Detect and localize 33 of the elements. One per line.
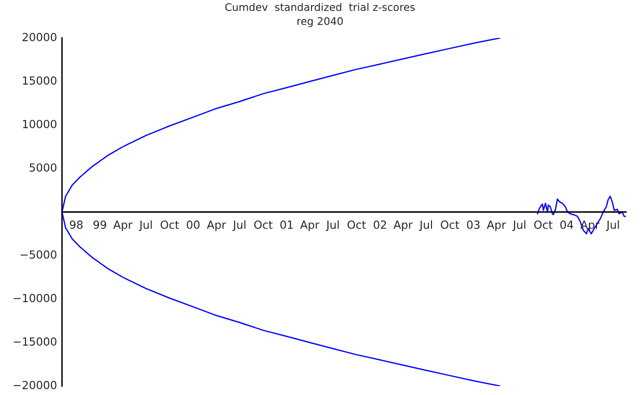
- y-tick-label: 15000: [23, 76, 56, 85]
- x-tick-label: Oct: [348, 220, 366, 229]
- x-tick-label: 98: [70, 220, 83, 229]
- y-tick-label: −5000: [20, 250, 56, 259]
- x-tick-label: 99: [93, 220, 106, 229]
- x-tick-label: Jul: [419, 220, 432, 231]
- x-tick-label: Oct: [160, 220, 179, 229]
- y-tick-label: 10000: [23, 120, 56, 128]
- x-tick-label: Apr: [394, 220, 413, 232]
- y-tick-label: 20000: [22, 32, 56, 42]
- x-tick-label: Apr: [486, 220, 506, 232]
- y-tick-label: −10000: [14, 294, 56, 302]
- x-tick-label: Oct: [440, 220, 460, 229]
- x-tick-label: 01: [280, 220, 293, 229]
- x-tick-label: Oct: [534, 220, 553, 229]
- x-tick-label: 00: [186, 220, 200, 229]
- x-tick-label: 02: [374, 220, 386, 229]
- x-tick-label: Apr: [113, 220, 132, 232]
- y-tick-label: 5000: [30, 163, 56, 172]
- x-tick-label: Jul: [606, 220, 619, 231]
- x-tick-label: Oct: [254, 220, 273, 229]
- x-tick-label: Jul: [326, 220, 339, 231]
- x-tick-label: Jul: [232, 220, 246, 231]
- x-tick-label: Apr: [300, 220, 320, 232]
- chart-title: Cumdev standardized trial z-scores: [225, 2, 415, 12]
- y-tick-label: −15000: [14, 337, 56, 346]
- x-tick-label: Apr: [206, 220, 226, 232]
- x-tick-label: Jul: [512, 220, 526, 231]
- x-tick-label: Jul: [138, 220, 152, 231]
- x-tick-label: 03: [467, 220, 480, 229]
- x-tick-label: 04: [560, 220, 574, 229]
- chart-subtitle: reg 2040: [298, 17, 343, 28]
- y-tick-label: −20000: [14, 380, 56, 390]
